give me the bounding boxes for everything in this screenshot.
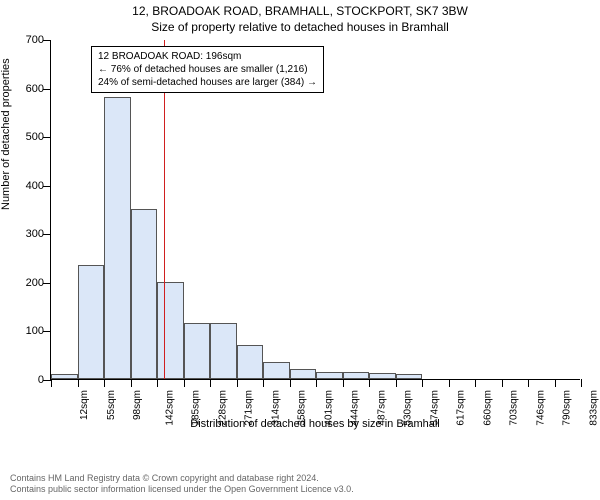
- y-tick: [43, 89, 51, 90]
- x-tick: [104, 379, 105, 387]
- histogram-bar: [51, 374, 78, 379]
- x-tick: [581, 379, 582, 387]
- plot-region: 010020030040050060070012sqm55sqm98sqm142…: [50, 40, 580, 380]
- histogram-bar: [237, 345, 264, 379]
- annotation-line-3: 24% of semi-detached houses are larger (…: [98, 76, 317, 89]
- histogram-bar: [369, 373, 396, 379]
- y-tick: [43, 137, 51, 138]
- x-tick: [290, 379, 291, 387]
- histogram-bar: [290, 369, 317, 379]
- x-tick: [157, 379, 158, 387]
- y-tick-label: 0: [38, 374, 44, 386]
- x-tick: [369, 379, 370, 387]
- x-tick: [210, 379, 211, 387]
- y-tick: [43, 380, 51, 381]
- histogram-bar: [131, 209, 158, 379]
- histogram-bar: [263, 362, 290, 379]
- y-tick-label: 300: [26, 228, 44, 240]
- x-tick: [555, 379, 556, 387]
- x-tick: [396, 379, 397, 387]
- x-tick: [237, 379, 238, 387]
- histogram-bar: [184, 323, 211, 379]
- x-tick: [51, 379, 52, 387]
- x-tick-label: 98sqm: [132, 390, 143, 420]
- chart-area: Number of detached properties 0100200300…: [0, 40, 600, 440]
- x-tick: [316, 379, 317, 387]
- y-tick: [43, 331, 51, 332]
- histogram-bar: [78, 265, 105, 379]
- x-tick: [528, 379, 529, 387]
- x-tick: [449, 379, 450, 387]
- histogram-bar: [157, 282, 184, 379]
- y-tick: [43, 186, 51, 187]
- x-tick: [131, 379, 132, 387]
- histogram-bar: [316, 372, 343, 379]
- x-axis-label: Distribution of detached houses by size …: [50, 418, 580, 430]
- y-tick-label: 600: [26, 83, 44, 95]
- annotation-line-2: ← 76% of detached houses are smaller (1,…: [98, 63, 317, 76]
- footer-attribution: Contains HM Land Registry data © Crown c…: [10, 473, 354, 496]
- x-tick-label: 55sqm: [106, 390, 117, 420]
- x-tick: [475, 379, 476, 387]
- y-tick: [43, 234, 51, 235]
- x-tick: [78, 379, 79, 387]
- footer-line-1: Contains HM Land Registry data © Crown c…: [10, 473, 354, 485]
- histogram-bar: [343, 372, 370, 379]
- annotation-box: 12 BROADOAK ROAD: 196sqm ← 76% of detach…: [91, 46, 324, 93]
- title-subtitle: Size of property relative to detached ho…: [0, 20, 600, 34]
- y-tick: [43, 283, 51, 284]
- histogram-bar: [104, 97, 131, 379]
- y-tick-label: 400: [26, 180, 44, 192]
- x-tick: [502, 379, 503, 387]
- y-tick-label: 500: [26, 131, 44, 143]
- y-tick: [43, 40, 51, 41]
- x-tick: [343, 379, 344, 387]
- y-tick-label: 100: [26, 325, 44, 337]
- histogram-bar: [210, 323, 237, 379]
- y-axis-label: Number of detached properties: [0, 58, 12, 210]
- footer-line-2: Contains public sector information licen…: [10, 484, 354, 496]
- x-tick: [263, 379, 264, 387]
- x-tick-label: 12sqm: [79, 390, 90, 420]
- histogram-bar: [396, 374, 423, 379]
- chart-title-block: 12, BROADOAK ROAD, BRAMHALL, STOCKPORT, …: [0, 0, 600, 34]
- y-tick-label: 200: [26, 277, 44, 289]
- y-tick-label: 700: [26, 34, 44, 46]
- x-tick: [184, 379, 185, 387]
- title-address: 12, BROADOAK ROAD, BRAMHALL, STOCKPORT, …: [0, 4, 600, 18]
- x-tick-label: 833sqm: [588, 390, 599, 426]
- annotation-line-1: 12 BROADOAK ROAD: 196sqm: [98, 50, 317, 63]
- x-tick: [422, 379, 423, 387]
